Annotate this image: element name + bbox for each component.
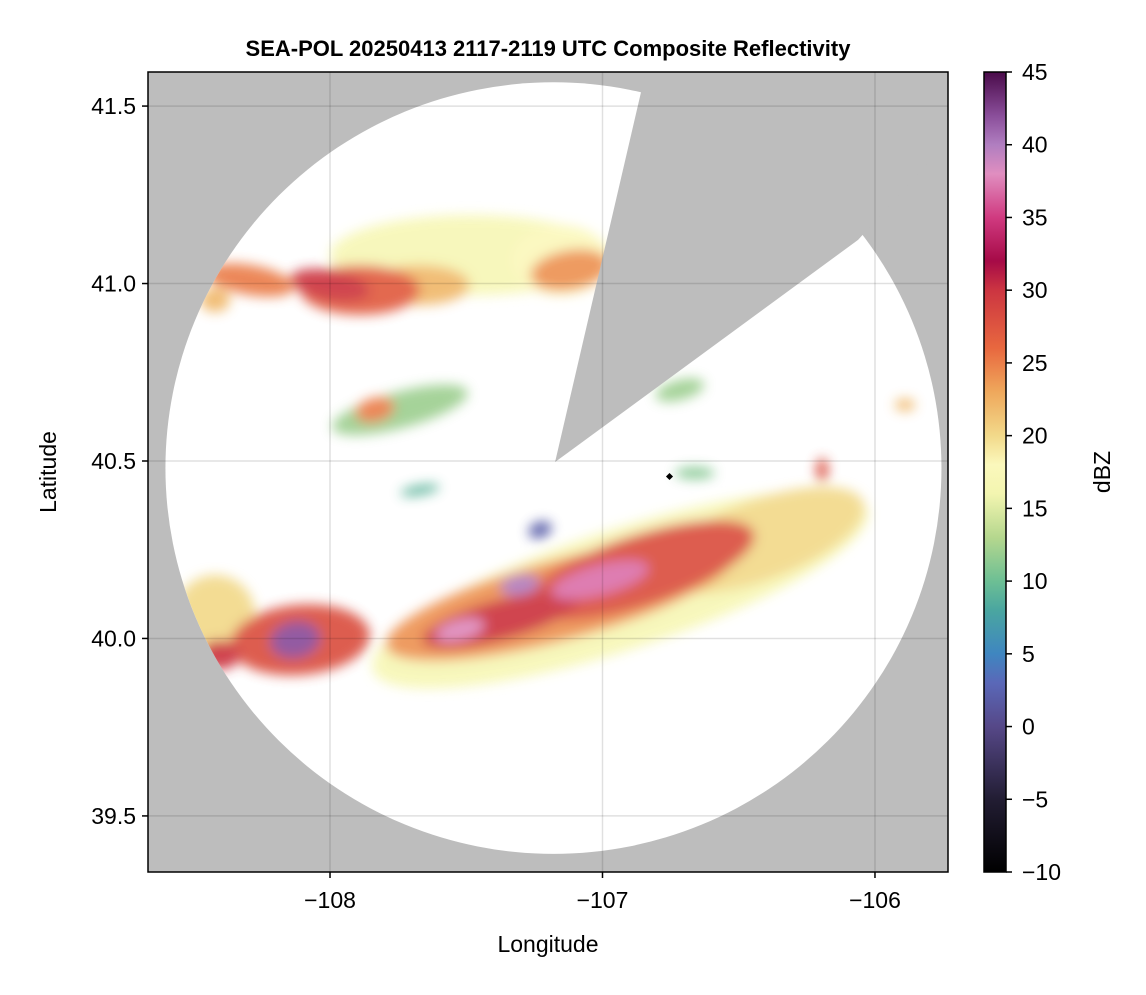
colorbar-tick-label: 45: [1022, 59, 1048, 85]
colorbar-tick-label: 0: [1022, 714, 1035, 740]
echo-region-22: [500, 574, 540, 596]
y-tick-label: 41.0: [91, 271, 136, 297]
echo-region-14: [400, 484, 440, 497]
echo-region-9: [355, 397, 395, 423]
chart-title: SEA-POL 20250413 2117-2119 UTC Composite…: [246, 36, 852, 61]
echo-layer: [174, 215, 916, 689]
echo-region-21: [551, 560, 649, 600]
echo-region-5: [290, 268, 370, 302]
x-tick-label: −107: [577, 887, 629, 913]
y-tick-label: 40.5: [91, 448, 136, 474]
echo-region-27: [270, 621, 321, 659]
colorbar-tick-label: 25: [1022, 350, 1048, 376]
radar-site-marker: [665, 472, 674, 481]
y-tick-label: 39.5: [91, 803, 136, 829]
colorbar-tick-label: −10: [1022, 859, 1061, 885]
echo-region-8: [332, 384, 468, 436]
echo-region-10: [655, 378, 705, 402]
echo-region-3: [530, 249, 610, 291]
colorbar-tick-label: −5: [1022, 786, 1048, 812]
colorbar-tick-label: 35: [1022, 204, 1048, 230]
echo-region-7: [200, 287, 231, 312]
plot-frame: [147, 71, 949, 873]
x-axis-label: Longitude: [497, 931, 598, 957]
y-tick-label: 41.5: [91, 93, 136, 119]
colorbar: −10 −5 0 5 10 15 20 25 30 35 40 45 dBZ: [983, 59, 1115, 885]
echo-region-15: [528, 521, 552, 539]
x-axis-ticks: −108 −107 −106: [304, 872, 901, 913]
colorbar-ticks: −10 −5 0 5 10 15 20 25 30 35 40 45: [1006, 59, 1061, 885]
x-tick-label: −106: [849, 887, 901, 913]
colorbar-tick-label: 10: [1022, 568, 1048, 594]
colorbar-gradient: [983, 71, 1007, 873]
colorbar-tick-label: 40: [1022, 132, 1048, 158]
echo-region-23: [435, 618, 485, 642]
echo-region-11: [674, 467, 715, 480]
echo-region-12: [816, 457, 829, 482]
echo-region-6: [205, 263, 295, 297]
colorbar-label: dBZ: [1089, 451, 1115, 493]
colorbar-tick-label: 5: [1022, 641, 1035, 667]
y-axis-ticks: 39.5 40.0 40.5 41.0 41.5: [91, 93, 148, 829]
echo-region-13: [894, 398, 916, 411]
colorbar-tick-label: 15: [1022, 495, 1048, 521]
grid-lines: [148, 72, 948, 872]
colorbar-tick-label: 20: [1022, 423, 1048, 449]
colorbar-tick-label: 30: [1022, 277, 1048, 303]
y-tick-label: 40.0: [91, 625, 136, 651]
plot-area: [148, 72, 948, 872]
y-axis-label: Latitude: [35, 431, 61, 513]
x-tick-label: −108: [304, 887, 356, 913]
blocked-sector: [555, 72, 948, 463]
